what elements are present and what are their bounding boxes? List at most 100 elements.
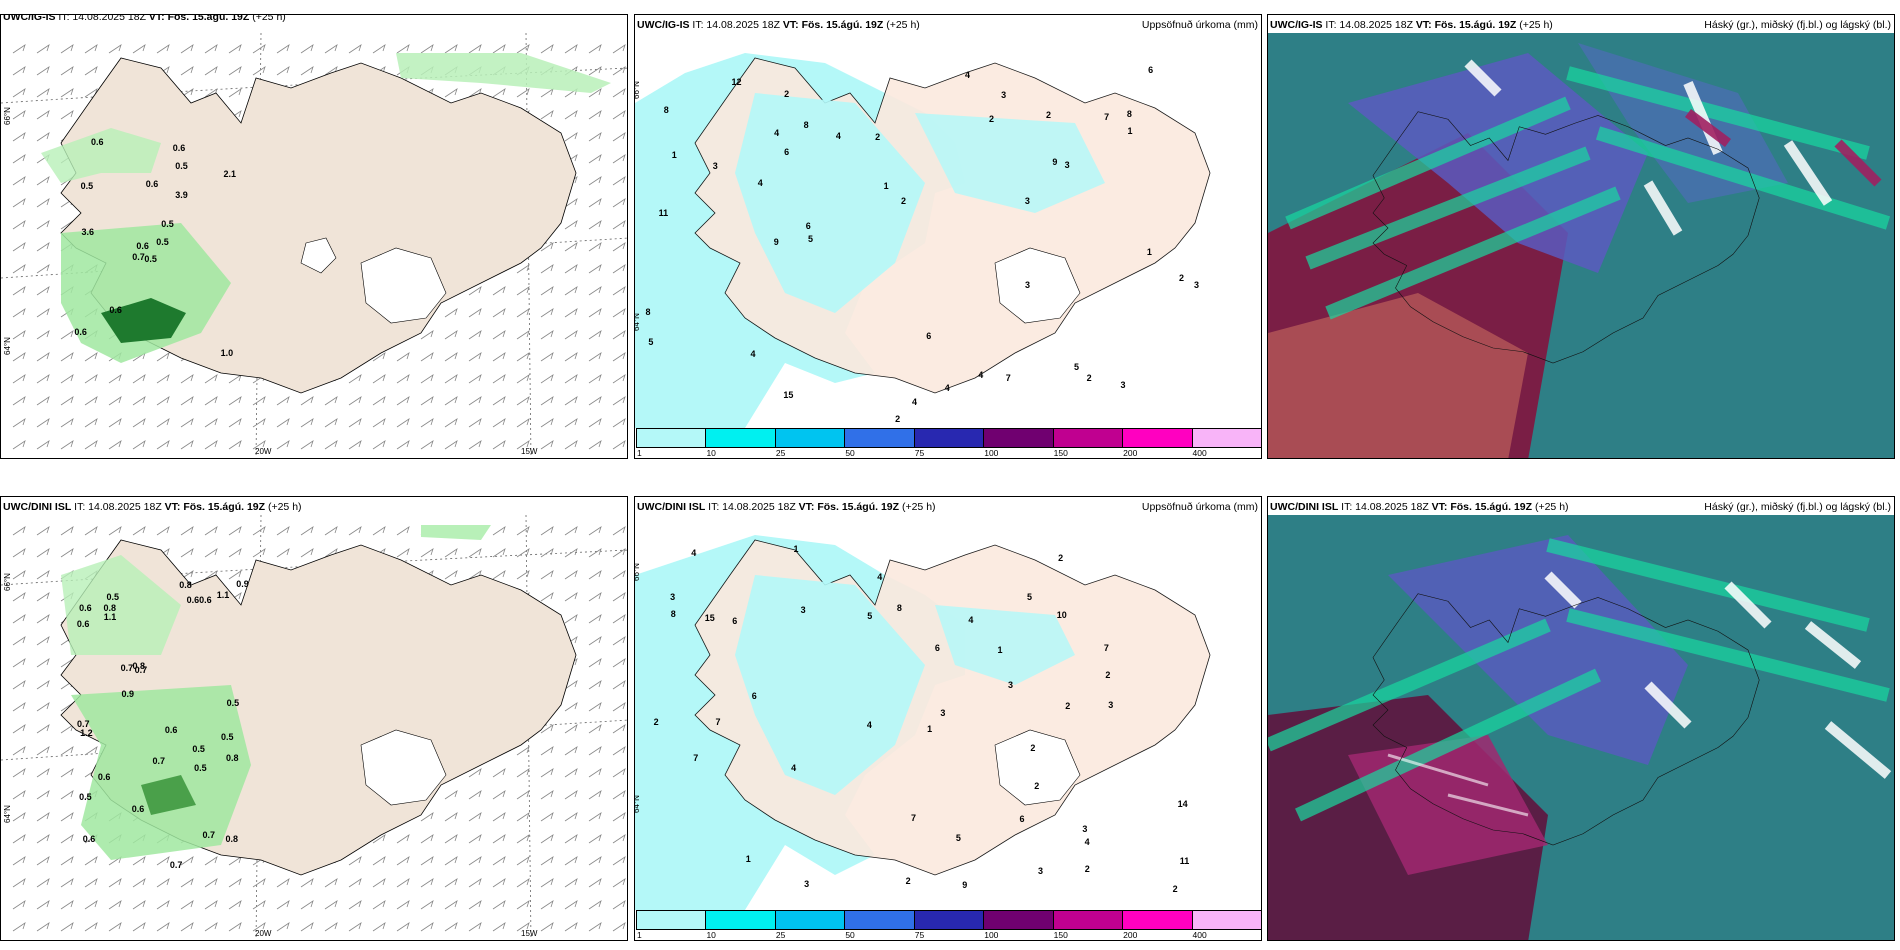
wind-barb [444,374,458,384]
value-label: 7 [1104,112,1110,123]
wind-barb [540,110,554,120]
wind-barb [252,900,266,910]
precip-light [41,128,161,183]
wind-barb [564,132,578,142]
wind-barb [36,44,50,54]
cloud-map [1268,33,1894,458]
wind-barb [180,374,194,384]
wind-barb [108,878,122,888]
wind-barb [564,308,578,318]
wind-barb [564,286,578,296]
colorbar-swatch [914,429,985,447]
value-label: 0.5 [144,253,157,264]
wind-barb [60,724,74,734]
value-label: 1 [1127,125,1133,136]
wind-barb [492,88,506,98]
wind-barb [588,396,602,406]
wind-barb [588,44,602,54]
colorbar-swatch [1053,911,1124,929]
wind-barb [516,286,530,296]
wind-barb [108,396,122,406]
wind-barb [300,900,314,910]
value-label: 2 [653,716,659,727]
wind-barb [60,44,74,54]
wind-barb [324,878,338,888]
wind-barb [36,878,50,888]
wind-barb [564,922,578,932]
value-label: 4 [1084,837,1090,848]
iceland-outline [1372,111,1760,364]
wind-barb [156,922,170,932]
wind-barb [612,746,626,756]
wind-barb [60,440,74,450]
wind-barb [396,856,410,866]
value-label: 0.8 [103,603,116,614]
colorbar-swatch [1192,911,1261,929]
cloud-map-panel-bottom: UWC/DINI ISL IT: 14.08.2025 18Z VT: Fös.… [1267,496,1895,941]
wind-barb [60,922,74,932]
wind-barb [396,526,410,536]
wind-barb [84,418,98,428]
precip-light [61,223,231,363]
wind-barb [84,746,98,756]
wind-barb [324,66,338,76]
wind-barb [156,856,170,866]
value-label: 4 [791,762,797,773]
precip-area [915,113,1105,213]
wind-barb [300,66,314,76]
wind-barb [564,242,578,252]
wind-barb [516,308,530,318]
wind-barb [612,878,626,888]
wind-barb [516,352,530,362]
wind-barb [252,44,266,54]
wind-barb [108,44,122,54]
value-label: 2 [784,89,790,100]
wind-barb [60,352,74,362]
wind-barb [180,900,194,910]
wind-barb [276,418,290,428]
value-label: 2 [1086,373,1092,384]
wind-barb [420,878,434,888]
value-label: 0.9 [121,689,134,700]
wind-barb [612,110,626,120]
wind-barb [492,286,506,296]
wind-barb [228,922,242,932]
wind-barb [324,418,338,428]
wind-barb [348,526,362,536]
value-label: 4 [968,615,974,626]
wind-barb [468,330,482,340]
wind-barb [588,330,602,340]
value-label: 9 [773,236,779,247]
value-label: 0.5 [80,181,94,192]
wind-barb [588,614,602,624]
wind-barb [36,440,50,450]
wind-barb [540,746,554,756]
wind-barb [228,570,242,580]
wind-barb [612,176,626,186]
value-label: 15 [783,390,794,401]
wind-barb [540,878,554,888]
wind-barb [12,154,26,164]
wind-barb [228,88,242,98]
wind-barb [564,614,578,624]
wind-barb [252,396,266,406]
wind-barb [588,856,602,866]
wind-barb [204,856,218,866]
wind-barb [396,548,410,558]
wind-barb [468,308,482,318]
wind-barb [84,352,98,362]
wind-barb [84,856,98,866]
wind-barb [12,286,26,296]
value-label: 3 [712,160,718,171]
wind-barb [564,548,578,558]
wind-barb [372,878,386,888]
wind-barb [12,110,26,120]
wind-barb [612,680,626,690]
wind-barb [444,418,458,428]
value-label: 0.8 [132,661,146,672]
colorbar-swatch [914,911,985,929]
value-label: 6 [805,221,811,232]
value-label: 6 [926,331,932,342]
wind-barb [540,812,554,822]
wind-barb [204,66,218,76]
